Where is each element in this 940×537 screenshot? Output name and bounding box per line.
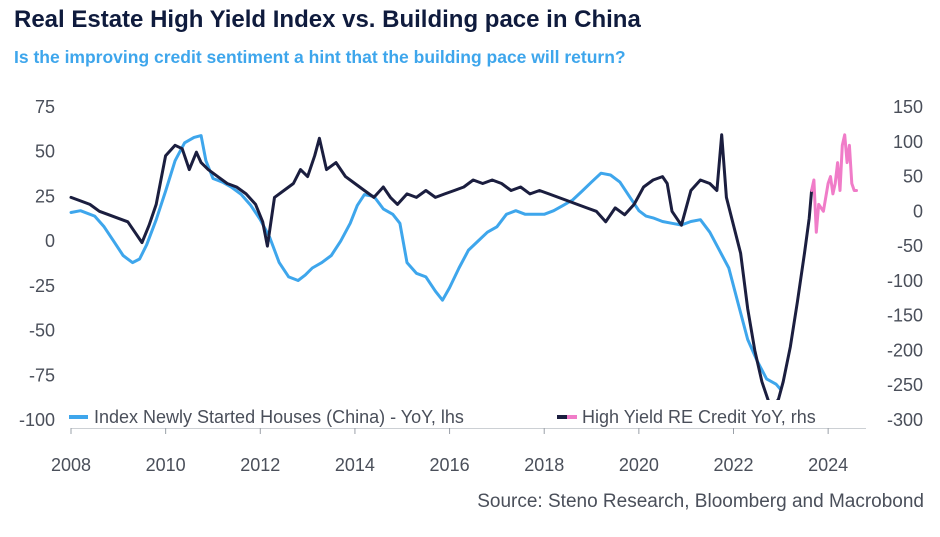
series-line-credit_recent <box>810 133 858 234</box>
y-right-tick-label: -250 <box>887 375 923 395</box>
y-left-tick-label: -100 <box>19 410 55 430</box>
y-right-tick-label: 0 <box>913 201 923 221</box>
x-tick-label-2014: 2014 <box>335 455 375 475</box>
y-left-tick-label: -25 <box>29 276 55 296</box>
y-right-tick-label: -300 <box>887 410 923 430</box>
chart-legend: Index Newly Started Houses (China) - YoY… <box>64 400 870 428</box>
source-note: Source: Steno Research, Bloomberg and Ma… <box>477 491 924 512</box>
line-chart: 2008 2010 2012 2014 2016 2018 2020 2022 2024 75 50… <box>19 97 923 475</box>
y-left-tick-label: -50 <box>29 321 55 341</box>
y-left-tick-label: 75 <box>35 97 55 117</box>
x-tick-label-2010: 2010 <box>146 455 186 475</box>
y-right-tick-label: -150 <box>887 306 923 326</box>
series-line-credit <box>69 133 814 408</box>
y-right-tick-label: 100 <box>893 132 923 152</box>
x-tick-label-2016: 2016 <box>430 455 470 475</box>
y-right-tick-label: 50 <box>903 167 923 187</box>
y-right-tick-label: -50 <box>897 236 923 256</box>
y-left-tick-label: 0 <box>45 231 55 251</box>
x-tick-label-2022: 2022 <box>713 455 753 475</box>
x-tick-label-2024: 2024 <box>808 455 848 475</box>
series-line-houses <box>69 134 783 392</box>
x-tick-label-2020: 2020 <box>619 455 659 475</box>
x-tick-label-2018: 2018 <box>524 455 564 475</box>
legend-background <box>64 400 870 428</box>
legend-label-credit: High Yield RE Credit YoY, rhs <box>582 407 816 427</box>
y-right-tick-label: -200 <box>887 340 923 360</box>
y-left-tick-label: 25 <box>35 186 55 206</box>
x-tick-label-2008: 2008 <box>51 455 91 475</box>
y-right-tick-label: -100 <box>887 271 923 291</box>
legend-label-houses: Index Newly Started Houses (China) - YoY… <box>94 407 464 427</box>
y-right-tick-label: 150 <box>893 97 923 117</box>
x-tick-label-2012: 2012 <box>240 455 280 475</box>
chart-subtitle: Is the improving credit sentiment a hint… <box>14 47 626 67</box>
series-layer <box>69 133 858 408</box>
y-left-tick-label: 50 <box>35 142 55 162</box>
chart-title: Real Estate High Yield Index vs. Buildin… <box>14 6 641 33</box>
y-left-tick-label: -75 <box>29 365 55 385</box>
